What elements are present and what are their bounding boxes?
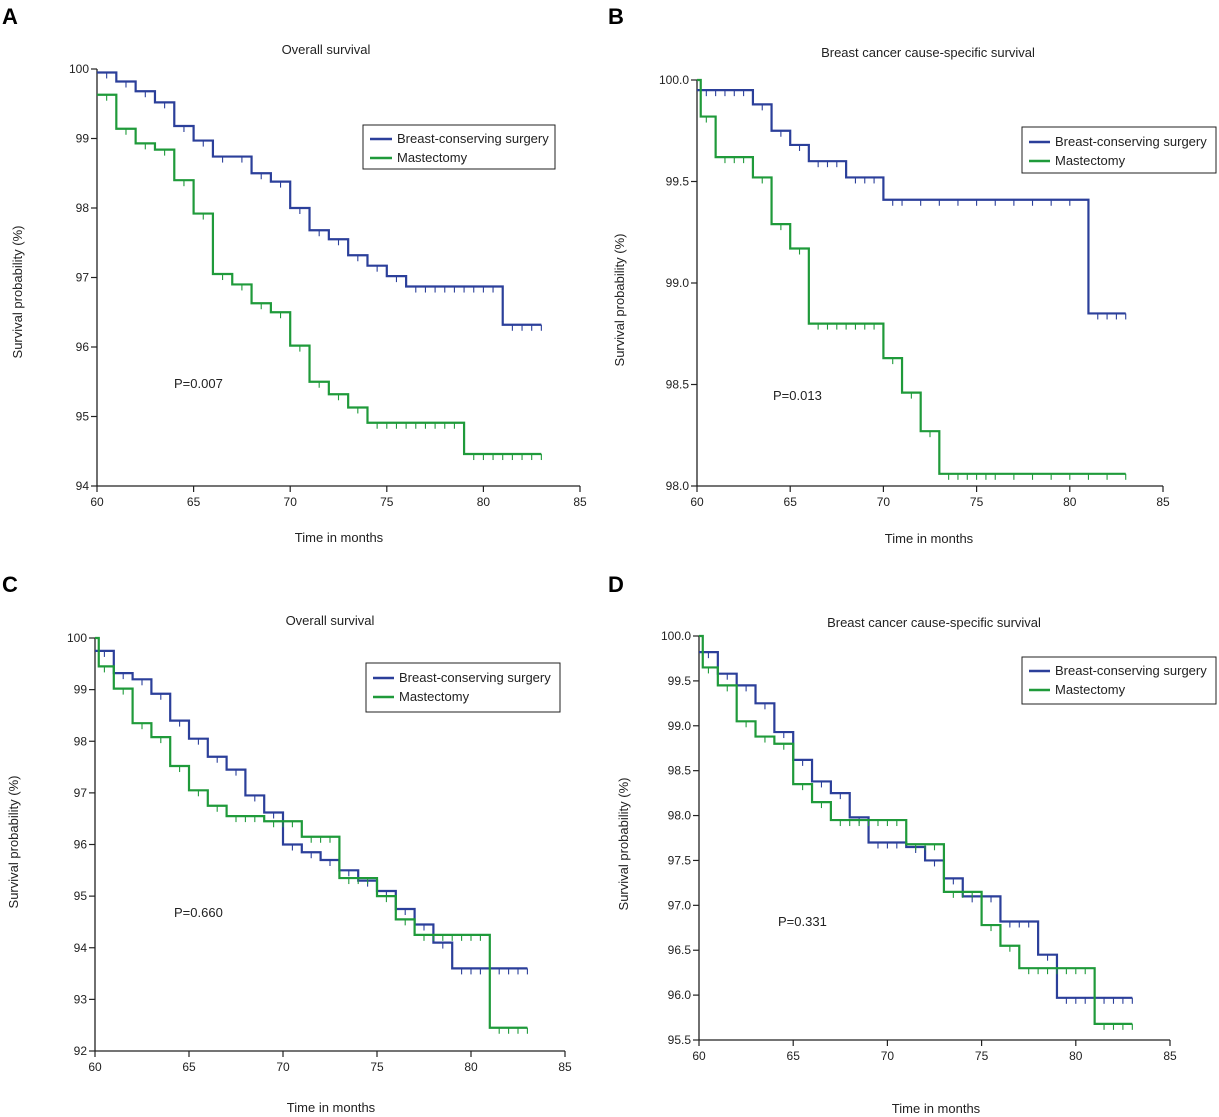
y-tick-label: 100 bbox=[67, 631, 87, 645]
y-tick-label: 95.5 bbox=[668, 1033, 692, 1047]
legend-label-bcs: Breast-conserving surgery bbox=[1055, 134, 1207, 149]
y-tick-label: 98.0 bbox=[668, 809, 692, 823]
y-tick-label: 97.0 bbox=[668, 898, 692, 912]
x-axis-label: Time in months bbox=[892, 1101, 981, 1116]
y-tick-label: 96.0 bbox=[668, 988, 692, 1002]
x-tick-label: 75 bbox=[975, 1049, 989, 1063]
x-axis-label: Time in months bbox=[885, 531, 974, 546]
legend-box bbox=[1021, 656, 1217, 705]
x-tick-label: 75 bbox=[970, 495, 984, 509]
panel-c: C Overall survival Time in months Surviv… bbox=[2, 572, 572, 1115]
y-tick-label: 98 bbox=[76, 201, 90, 215]
y-axis-label: Survival probability (%) bbox=[10, 226, 25, 359]
y-tick-label: 99.0 bbox=[666, 276, 690, 290]
x-tick-label: 65 bbox=[187, 495, 201, 509]
x-tick-label: 80 bbox=[477, 495, 491, 509]
p-value: P=0.007 bbox=[174, 376, 223, 391]
panel-a: A Overall survival Time in months Surviv… bbox=[2, 4, 587, 545]
legend-label-bcs: Breast-conserving surgery bbox=[399, 670, 551, 685]
y-axis-label: Survival probability (%) bbox=[612, 234, 627, 367]
y-tick-label: 99.5 bbox=[668, 674, 692, 688]
x-tick-label: 65 bbox=[182, 1060, 196, 1074]
y-axis-label: Survival probability (%) bbox=[6, 776, 21, 909]
y-tick-label: 99 bbox=[76, 132, 90, 146]
series-line-mast bbox=[95, 636, 528, 1029]
x-tick-label: 65 bbox=[787, 1049, 801, 1063]
x-tick-label: 60 bbox=[88, 1060, 102, 1074]
x-tick-label: 60 bbox=[90, 495, 104, 509]
x-tick-label: 70 bbox=[276, 1060, 290, 1074]
chart-title: Breast cancer cause-specific survival bbox=[827, 615, 1041, 630]
x-tick-label: 75 bbox=[380, 495, 394, 509]
legend-label-bcs: Breast-conserving surgery bbox=[1055, 663, 1207, 678]
y-tick-label: 98 bbox=[74, 734, 88, 748]
x-tick-label: 80 bbox=[1063, 495, 1077, 509]
p-value: P=0.013 bbox=[773, 388, 822, 403]
y-tick-label: 96 bbox=[74, 838, 88, 852]
legend-label-mast: Mastectomy bbox=[399, 689, 470, 704]
y-tick-label: 100 bbox=[69, 62, 89, 76]
series-line-bcs bbox=[699, 651, 1133, 999]
chart-title: Breast cancer cause-specific survival bbox=[821, 45, 1035, 60]
series-line-mast bbox=[97, 93, 542, 456]
x-tick-label: 70 bbox=[284, 495, 298, 509]
x-tick-label: 80 bbox=[1069, 1049, 1083, 1063]
panel-letter: D bbox=[608, 572, 624, 597]
p-value: P=0.331 bbox=[778, 914, 827, 929]
y-tick-label: 96.5 bbox=[668, 943, 692, 957]
x-tick-label: 70 bbox=[877, 495, 891, 509]
legend-label-mast: Mastectomy bbox=[397, 150, 468, 165]
y-tick-label: 100.0 bbox=[659, 73, 689, 87]
y-tick-label: 99.5 bbox=[666, 175, 690, 189]
panel-b: B Breast cancer cause-specific survival … bbox=[608, 4, 1217, 546]
y-tick-label: 97 bbox=[76, 271, 90, 285]
y-tick-label: 100.0 bbox=[661, 629, 691, 643]
x-tick-label: 85 bbox=[1156, 495, 1170, 509]
x-tick-label: 75 bbox=[370, 1060, 384, 1074]
y-tick-label: 94 bbox=[76, 479, 90, 493]
y-tick-label: 96 bbox=[76, 340, 90, 354]
x-tick-label: 85 bbox=[558, 1060, 572, 1074]
y-tick-label: 97.5 bbox=[668, 853, 692, 867]
y-tick-label: 99 bbox=[74, 683, 88, 697]
legend-box bbox=[365, 662, 561, 713]
chart-title: Overall survival bbox=[282, 42, 371, 57]
x-tick-label: 60 bbox=[692, 1049, 706, 1063]
chart-title: Overall survival bbox=[286, 613, 375, 628]
series-line-bcs bbox=[697, 89, 1126, 315]
panel-letter: C bbox=[2, 572, 18, 597]
legend-box bbox=[1021, 126, 1217, 174]
x-tick-label: 65 bbox=[784, 495, 798, 509]
y-tick-label: 92 bbox=[74, 1044, 88, 1058]
y-tick-label: 93 bbox=[74, 992, 88, 1006]
x-tick-label: 85 bbox=[1163, 1049, 1177, 1063]
y-tick-label: 97 bbox=[74, 786, 88, 800]
x-axis-label: Time in months bbox=[295, 530, 384, 545]
x-tick-label: 70 bbox=[881, 1049, 895, 1063]
y-tick-label: 98.0 bbox=[666, 479, 690, 493]
panel-d: D Breast cancer cause-specific survival … bbox=[608, 572, 1217, 1116]
panel-letter: B bbox=[608, 4, 624, 29]
panel-letter: A bbox=[2, 4, 18, 29]
y-tick-label: 95 bbox=[76, 410, 90, 424]
y-tick-label: 94 bbox=[74, 941, 88, 955]
y-axis-label: Survival probability (%) bbox=[616, 778, 631, 911]
legend-label-mast: Mastectomy bbox=[1055, 153, 1126, 168]
legend-label-mast: Mastectomy bbox=[1055, 682, 1126, 697]
p-value: P=0.660 bbox=[174, 905, 223, 920]
x-tick-label: 85 bbox=[573, 495, 587, 509]
legend-label-bcs: Breast-conserving surgery bbox=[397, 131, 549, 146]
series-line-bcs bbox=[97, 71, 542, 326]
x-tick-label: 60 bbox=[690, 495, 704, 509]
x-tick-label: 80 bbox=[464, 1060, 478, 1074]
y-tick-label: 99.0 bbox=[668, 719, 692, 733]
y-tick-label: 98.5 bbox=[668, 764, 692, 778]
y-tick-label: 95 bbox=[74, 889, 88, 903]
x-axis-label: Time in months bbox=[287, 1100, 376, 1115]
y-tick-label: 98.5 bbox=[666, 378, 690, 392]
legend-box bbox=[362, 124, 556, 170]
